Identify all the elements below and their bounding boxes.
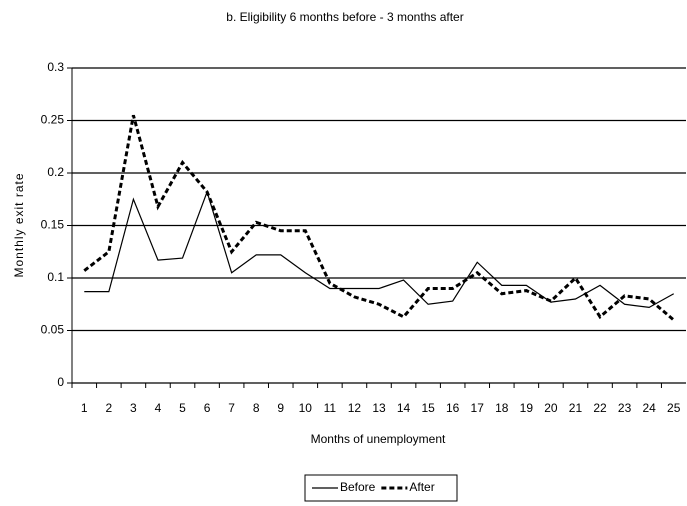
x-tick-label: 18 bbox=[495, 401, 509, 415]
x-tick-label: 14 bbox=[397, 401, 411, 415]
x-tick-label: 6 bbox=[204, 401, 211, 415]
x-tick-label: 23 bbox=[618, 401, 632, 415]
y-tick-label: 0.05 bbox=[41, 323, 65, 337]
x-axis-label: Months of unemployment bbox=[311, 432, 446, 446]
x-tick-label: 16 bbox=[446, 401, 460, 415]
x-tick-label: 25 bbox=[667, 401, 681, 415]
y-tick-label: 0.25 bbox=[41, 113, 65, 127]
x-tick-label: 8 bbox=[253, 401, 260, 415]
x-tick-label: 12 bbox=[348, 401, 362, 415]
y-tick-label: 0.1 bbox=[47, 270, 64, 284]
x-tick-label: 9 bbox=[277, 401, 284, 415]
x-tick-label: 19 bbox=[520, 401, 534, 415]
x-tick-label: 22 bbox=[593, 401, 607, 415]
x-tick-label: 24 bbox=[642, 401, 656, 415]
x-tick-label: 2 bbox=[105, 401, 112, 415]
legend-label: Before bbox=[340, 480, 376, 494]
y-tick-label: 0.15 bbox=[41, 218, 65, 232]
x-tick-label: 3 bbox=[130, 401, 137, 415]
y-tick-label: 0 bbox=[57, 375, 64, 389]
y-axis-label: Monthly exit rate bbox=[12, 172, 26, 277]
x-tick-label: 11 bbox=[324, 401, 337, 415]
series-line bbox=[83, 114, 675, 322]
x-tick-label: 17 bbox=[471, 401, 485, 415]
x-tick-label: 21 bbox=[569, 401, 583, 415]
x-tick-label: 1 bbox=[81, 401, 88, 415]
series-line bbox=[84, 190, 675, 309]
x-tick-label: 7 bbox=[228, 401, 235, 415]
y-tick-label: 0.2 bbox=[47, 165, 64, 179]
x-tick-label: 10 bbox=[299, 401, 313, 415]
chart-title: b. Eligibility 6 months before - 3 month… bbox=[226, 10, 463, 24]
x-tick-label: 13 bbox=[372, 401, 386, 415]
legend-box bbox=[304, 474, 458, 502]
legend-label: After bbox=[409, 480, 434, 494]
x-tick-label: 15 bbox=[421, 401, 435, 415]
x-tick-label: 20 bbox=[544, 401, 558, 415]
x-tick-label: 4 bbox=[155, 401, 162, 415]
x-tick-label: 5 bbox=[179, 401, 186, 415]
y-tick-label: 0.3 bbox=[47, 60, 64, 74]
